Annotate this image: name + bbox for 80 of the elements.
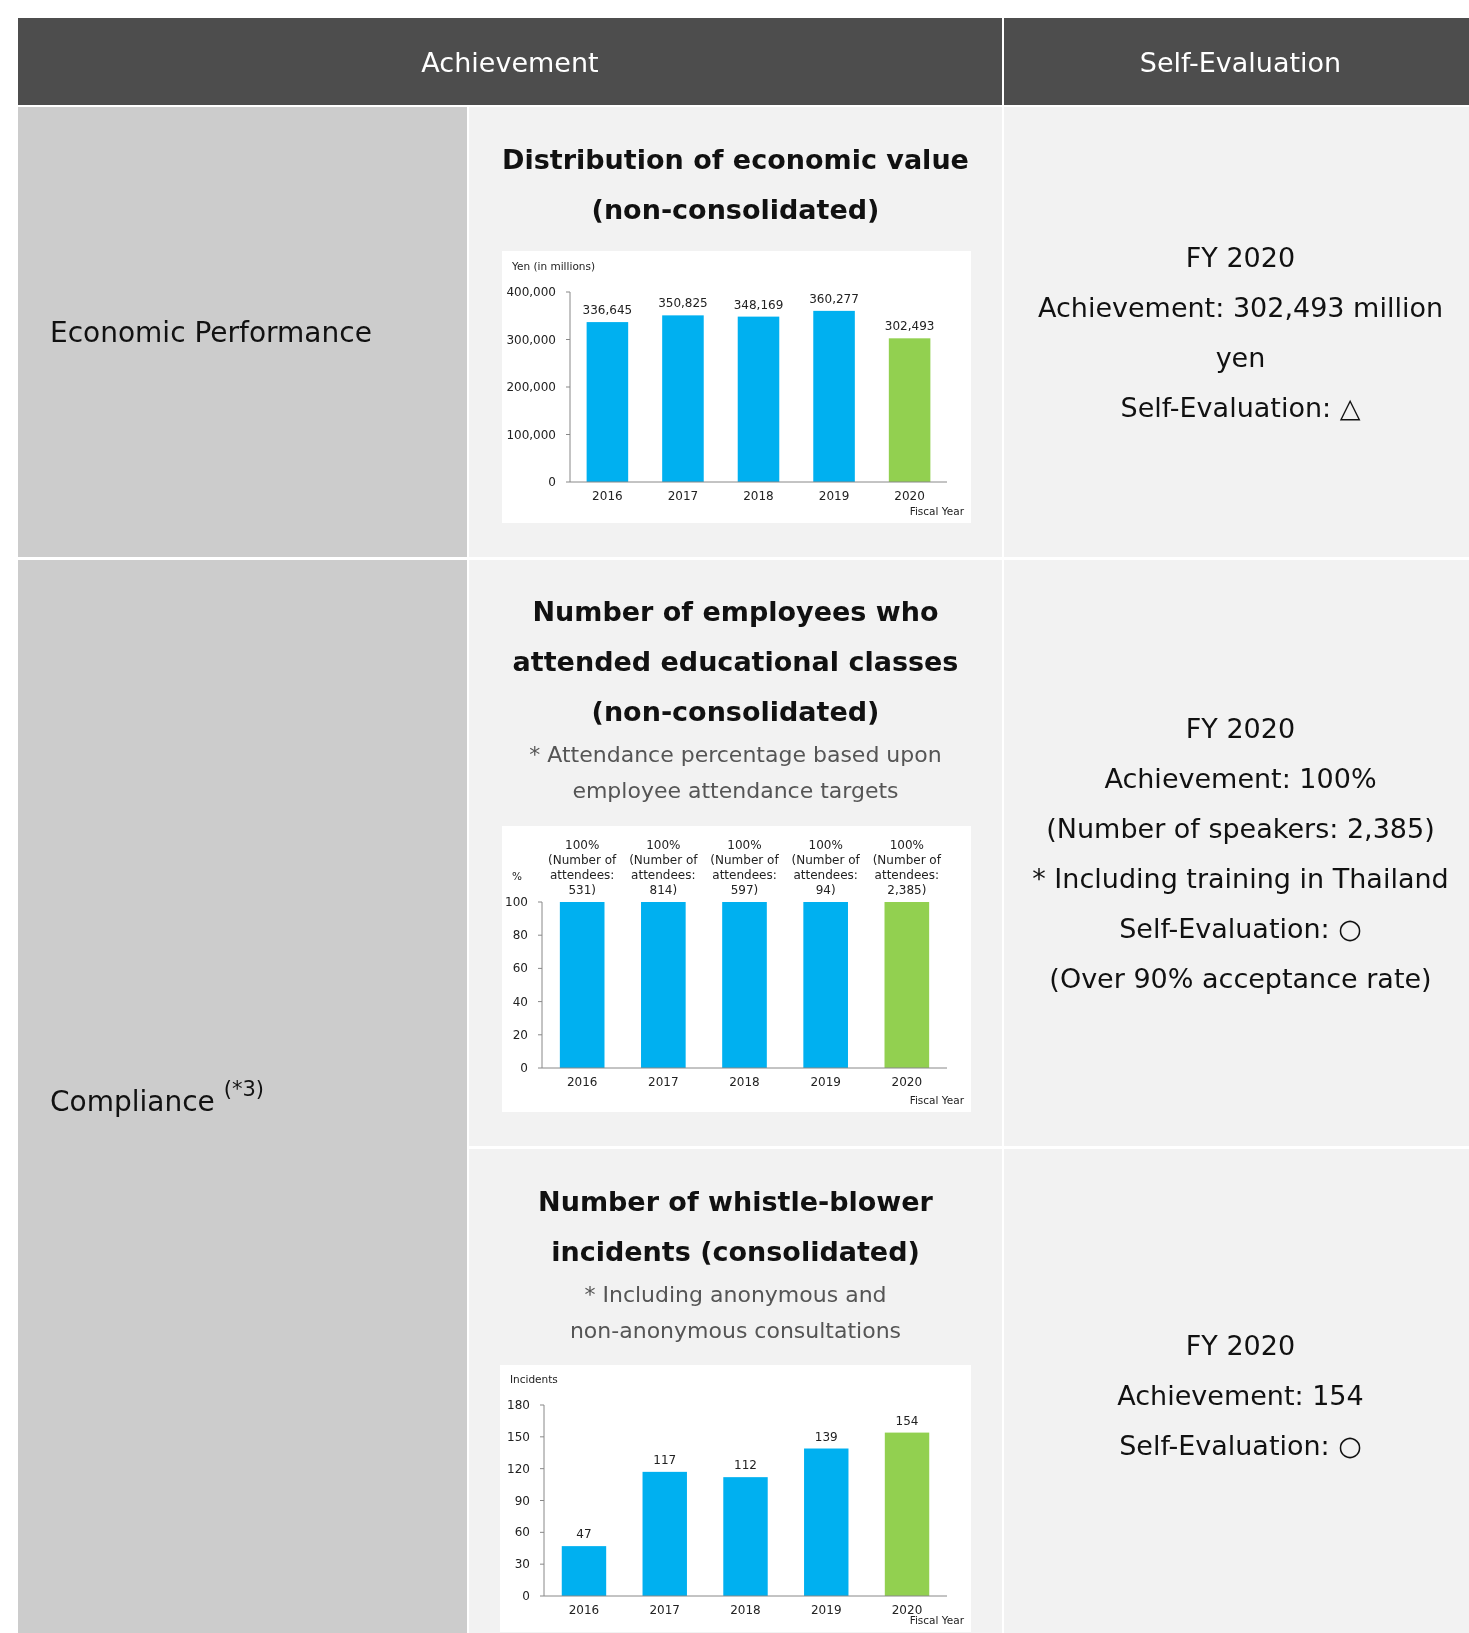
text: Compliance $^{(*3)}$	[50, 1076, 264, 1117]
y-tick-label: 180	[507, 1398, 530, 1412]
x-tick-label: 2018	[729, 1075, 760, 1089]
text: (Over 90% acceptance rate)	[1049, 962, 1432, 994]
y-tick-label: 0	[522, 1589, 530, 1603]
chart-title: Number of whistle-blower incidents (consolidated)	[538, 1185, 934, 1267]
y-tick-label: 300,000	[506, 332, 556, 347]
x-tick-label: 2017	[648, 1075, 679, 1089]
text: FY 2020	[1185, 712, 1296, 744]
x-tick-label: 2019	[810, 1603, 842, 1617]
data-label: 100% (Number of attendees: 2,385)	[872, 838, 942, 897]
text: * Including training in Thailand	[1032, 862, 1449, 894]
x-tick-label: 2017	[667, 489, 699, 503]
y-tick-label: 20	[512, 1027, 528, 1042]
x-tick-label: 2020	[894, 489, 925, 503]
y-tick-label: 100,000	[506, 427, 556, 442]
x-tick-label: 2018	[743, 489, 774, 503]
data-label: 100% (Number of attendees: 94)	[791, 838, 861, 897]
y-tick-label: 90	[514, 1493, 530, 1508]
y-tick-label: 30	[514, 1557, 530, 1572]
chart-title: Number of employees who attended educational classes (non-consolidated)	[512, 595, 959, 727]
text: Achievement: 100%	[1104, 762, 1377, 794]
bar	[561, 1546, 607, 1596]
text: Self-Evaluation: △	[1120, 391, 1361, 423]
text: Self-Evaluation: ○	[1119, 912, 1362, 944]
y-tick-label: 60	[514, 1525, 530, 1540]
x-tick-label: 2020	[891, 1603, 923, 1617]
text: Self-Evaluation	[1139, 46, 1342, 77]
y-tick-label: 100	[505, 895, 528, 909]
data-label: 139	[814, 1429, 838, 1444]
y-tick-label: 0	[520, 1061, 528, 1075]
text: Achievement	[421, 46, 599, 77]
x-axis-title: Fiscal Year	[909, 505, 965, 517]
data-label: 348,169	[733, 297, 784, 312]
y-tick-label: 200,000	[506, 380, 556, 394]
bar	[642, 1471, 687, 1596]
x-tick-label: 2016	[566, 1075, 598, 1089]
y-tick-label: 150	[507, 1429, 530, 1444]
y-tick-label: 400,000	[506, 285, 556, 299]
text: Achievement: 302,493 million yen	[1037, 291, 1444, 373]
x-tick-label: 2018	[730, 1603, 761, 1617]
y-tick-label: 60	[512, 961, 528, 976]
data-label: 117	[653, 1452, 677, 1467]
x-tick-label: 2019	[818, 489, 850, 503]
x-tick-label: 2016	[592, 489, 623, 503]
data-label: 100% (Number of attendees: 814)	[629, 838, 699, 897]
y-axis-title: %	[512, 870, 522, 882]
x-axis-title: Fiscal Year	[909, 1614, 965, 1626]
y-tick-label: 80	[512, 928, 528, 943]
text: Self-Evaluation: ○	[1119, 1429, 1362, 1461]
text: (Number of speakers: 2,385)	[1046, 812, 1435, 844]
text: Economic Performance	[50, 315, 372, 349]
text: FY 2020	[1185, 1329, 1296, 1361]
y-axis-title: Incidents	[510, 1373, 558, 1385]
y-axis-title: Yen (in millions)	[511, 260, 596, 272]
data-label: 112	[734, 1458, 757, 1473]
bar	[723, 1477, 768, 1596]
data-label: 154	[895, 1413, 919, 1428]
x-tick-label: 2016	[568, 1603, 600, 1617]
chart-subtitle: * Attendance percentage based upon employee attendance targets	[529, 741, 942, 803]
data-label: 100% (Number of attendees: 531)	[548, 838, 618, 897]
bar	[804, 1448, 849, 1596]
data-label: 302,493	[884, 319, 935, 334]
chart-title: Distribution of economic value (non-consolidated)	[502, 143, 969, 225]
data-label: 336,645	[582, 303, 633, 318]
data-label: 47	[576, 1527, 592, 1542]
chart-subtitle: * Including anonymous and non-anonymous consultations	[569, 1281, 902, 1343]
data-label: 100% (Number of attendees: 597)	[710, 838, 780, 897]
data-label: 350,825	[658, 296, 708, 311]
y-tick-label: 0	[548, 475, 556, 489]
x-tick-label: 2020	[891, 1075, 923, 1089]
y-tick-label: 40	[512, 994, 528, 1009]
data-label: 360,277	[809, 291, 859, 306]
text: Achievement: 154	[1117, 1379, 1364, 1411]
x-tick-label: 2017	[649, 1603, 681, 1617]
x-tick-label: 2019	[810, 1075, 841, 1089]
text: FY 2020	[1185, 241, 1296, 273]
x-axis-title: Fiscal Year	[909, 1094, 965, 1106]
bar	[884, 1432, 930, 1596]
y-tick-label: 120	[507, 1461, 530, 1476]
